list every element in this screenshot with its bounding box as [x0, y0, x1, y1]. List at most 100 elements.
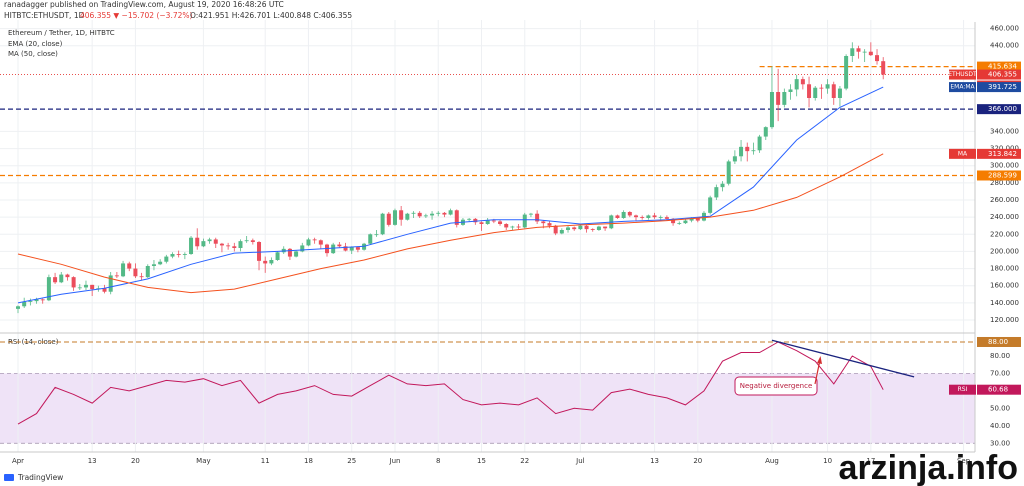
y-tick-label: 320.000	[990, 145, 1019, 153]
price-badge	[977, 384, 1021, 395]
candle-body	[250, 240, 255, 242]
x-tick-label: 10	[823, 457, 832, 465]
candle-body	[189, 237, 194, 254]
rsi-line	[17, 341, 884, 425]
candle-body	[232, 246, 237, 248]
candle-body	[695, 218, 700, 221]
candle-body	[318, 240, 323, 245]
price-badge	[977, 336, 1021, 347]
candle-body	[837, 88, 842, 98]
candle-body	[627, 212, 632, 216]
candle-body	[164, 256, 169, 262]
candle-body	[59, 274, 64, 283]
candle-body	[65, 274, 70, 278]
candle-body	[467, 218, 472, 220]
rsi-tick-label: 30.00	[990, 439, 1010, 447]
candle-body	[263, 260, 268, 264]
badge-name-text: MA	[958, 150, 968, 157]
candle-body	[275, 252, 280, 260]
legend-entry: MA (50, close)	[8, 50, 58, 58]
candle-body	[380, 213, 385, 235]
badge-name-text: EMA:MA	[950, 84, 975, 91]
annotation-box	[734, 376, 818, 396]
overlay-line	[17, 86, 884, 304]
badge-name-text: ETHUSDT	[948, 71, 977, 78]
price-badge-text: 288.599	[988, 171, 1017, 179]
candle-body	[46, 277, 51, 301]
price-badge	[977, 170, 1021, 181]
candle-body	[417, 212, 422, 217]
chart-title: Ethereum / Tether, 1D, HITBTC	[8, 29, 115, 37]
price-badge	[977, 82, 1021, 93]
x-tick-label: May	[196, 457, 210, 465]
candle-body	[603, 226, 608, 229]
candle-body	[596, 226, 601, 230]
price-badge	[977, 104, 1021, 115]
candle-body	[430, 213, 435, 216]
candle-body	[145, 266, 150, 278]
candle-body	[213, 239, 218, 244]
candle-body	[813, 87, 818, 98]
candle-body	[763, 127, 768, 137]
candle-body	[331, 244, 336, 254]
candle-body	[306, 239, 311, 246]
rsi-tick-label: 70.00	[990, 369, 1010, 377]
candle-body	[139, 276, 144, 278]
x-tick-label: 17	[866, 457, 875, 465]
candle-body	[498, 221, 503, 224]
price-badge-text: 88.00	[988, 338, 1008, 346]
candle-body	[782, 92, 787, 105]
rsi-band	[0, 373, 975, 444]
candle-body	[572, 227, 577, 230]
candle-body	[739, 146, 744, 157]
x-tick-label: 15	[477, 457, 486, 465]
badge-name-text: RSI	[958, 386, 968, 393]
annotation: Negative divergence	[734, 356, 822, 396]
candle-body	[634, 215, 638, 218]
badge-name	[949, 384, 976, 395]
candle-body	[343, 246, 348, 251]
candle-body	[640, 217, 645, 218]
candle-body	[578, 225, 583, 230]
candle-body	[448, 210, 453, 215]
candle-body	[392, 210, 397, 225]
candle-body	[473, 218, 478, 223]
candle-body	[83, 284, 88, 288]
candle-body	[856, 48, 861, 52]
annotation-text: Negative divergence	[740, 382, 813, 390]
candle-body	[386, 213, 391, 225]
arrow	[814, 359, 821, 385]
candle-body	[528, 213, 533, 215]
price-badge-text: 313.842	[988, 150, 1017, 158]
candle-body	[53, 277, 58, 283]
publisher: ranadagger published on TradingView.com,…	[4, 0, 284, 9]
logo-icon	[4, 474, 14, 481]
y-tick-label: 460.000	[990, 25, 1019, 33]
candle-body	[677, 223, 682, 224]
candle-body	[121, 263, 126, 277]
candle-body	[788, 89, 793, 92]
candle-body	[553, 225, 558, 234]
candle-body	[800, 79, 805, 85]
candle-body	[40, 299, 45, 301]
candle-body	[244, 240, 249, 242]
candle-body	[34, 299, 39, 302]
candle-body	[541, 221, 546, 224]
candle-body	[151, 264, 156, 266]
candle-body	[658, 217, 663, 218]
candle-body	[510, 226, 515, 228]
candle-body	[16, 306, 20, 309]
candle-body	[522, 214, 527, 228]
candle-body	[751, 150, 756, 152]
candle-body	[238, 241, 243, 248]
candle-body	[300, 245, 305, 252]
candle-body	[411, 212, 416, 214]
y-tick-label: 200.000	[990, 247, 1019, 255]
price-badge-text: 415.634	[988, 63, 1017, 71]
rsi-tick-label: 40.00	[990, 422, 1010, 430]
x-tick-label: Aug	[765, 457, 779, 465]
candle-body	[312, 239, 317, 241]
candle-body	[207, 239, 212, 242]
candle-body	[71, 277, 76, 288]
y-tick-label: 120.000	[990, 316, 1019, 324]
